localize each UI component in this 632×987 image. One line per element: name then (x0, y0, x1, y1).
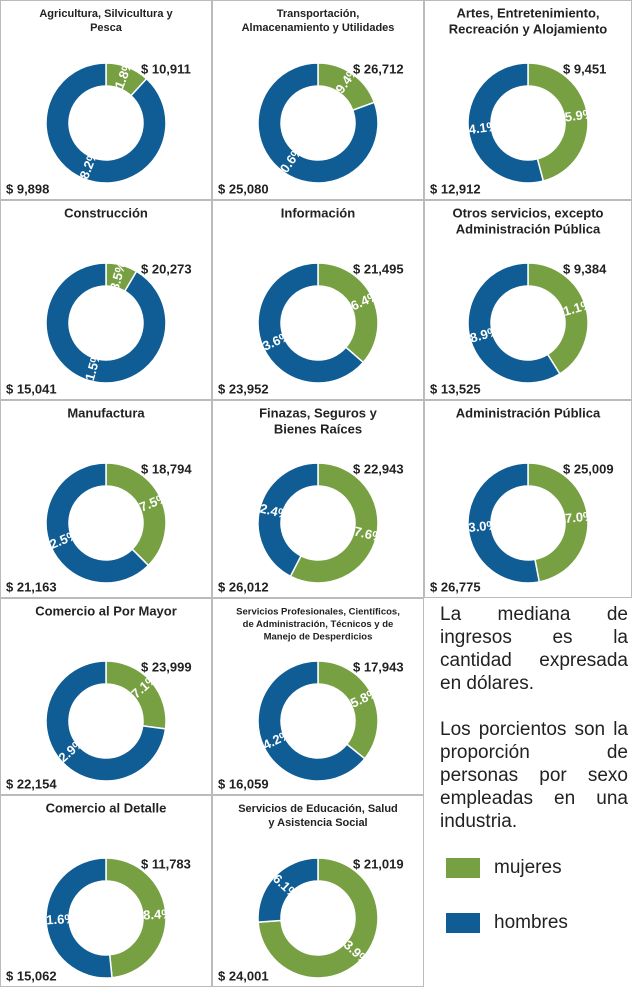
donut-segment (257, 462, 319, 578)
note: La mediana de ingresos es la cantidad ex… (440, 603, 628, 856)
income-label: $ 25,009 (563, 461, 614, 476)
donut-segment (527, 262, 589, 375)
income-label: $ 21,019 (353, 856, 404, 871)
donut-segment (105, 857, 167, 979)
donut-segment (45, 660, 167, 782)
chart-title: Otros servicios, excepto (452, 205, 603, 220)
chart-title: Comercio al Detalle (46, 800, 167, 815)
income-label: $ 21,163 (6, 579, 57, 594)
income-label: $ 9,898 (6, 181, 49, 196)
donut-segment (257, 857, 319, 923)
cell-border (0, 400, 212, 598)
chart-title: Almacenamiento y Utilidades (242, 22, 395, 34)
donut-segment (257, 660, 366, 782)
chart-title: Manejo de Desperdicios (264, 632, 373, 643)
note-text: Los porcientos son la proporción de pers… (440, 719, 628, 832)
chart-title: Bienes Raíces (274, 421, 362, 436)
income-label: $ 16,059 (218, 776, 269, 791)
donut-segment (257, 62, 379, 184)
income-label: $ 15,062 (6, 968, 57, 983)
income-label: $ 21,495 (353, 261, 404, 276)
donut-segment (45, 857, 113, 979)
percent-label: 53.0% (461, 517, 500, 535)
donut-segment (257, 262, 365, 384)
cell-border (212, 598, 424, 795)
income-label: $ 23,999 (141, 659, 192, 674)
income-label: $ 26,712 (353, 61, 404, 76)
chart-title: Finazas, Seguros y (259, 405, 378, 420)
income-label: $ 13,525 (430, 381, 481, 396)
donut-segment (467, 262, 561, 384)
income-label: $ 15,041 (6, 381, 57, 396)
income-label: $ 26,012 (218, 579, 269, 594)
percent-label: 51.6% (39, 911, 77, 928)
note-text: La mediana de ingresos es la cantidad ex… (440, 604, 628, 694)
income-label: $ 17,943 (353, 659, 404, 674)
income-label: $ 9,384 (563, 261, 607, 276)
income-label: $ 24,001 (218, 968, 269, 983)
income-label: $ 12,912 (430, 181, 481, 196)
percent-label: 48.4% (136, 906, 174, 923)
donut-segment (467, 462, 541, 584)
donut-segment (527, 462, 589, 583)
legend-label: hombres (494, 912, 568, 933)
chart-title: Recreación y Alojamiento (449, 21, 608, 36)
chart-title: Comercio al Por Mayor (35, 603, 177, 618)
income-label: $ 23,952 (218, 381, 269, 396)
income-label: $ 18,794 (141, 461, 192, 476)
legend-swatch (446, 858, 480, 878)
cell-border (0, 598, 212, 795)
income-label: $ 26,775 (430, 579, 481, 594)
chart-title: y Asistencia Social (268, 817, 367, 829)
chart-title: Manufactura (67, 405, 145, 420)
chart-title: Información (281, 205, 355, 220)
chart-title: Agricultura, Silvicultura y (39, 8, 173, 20)
cell-border (0, 200, 212, 400)
chart-title: Administración Pública (456, 221, 601, 236)
legend-swatch (446, 913, 480, 933)
chart-title: Administración Pública (456, 405, 601, 420)
income-label: $ 22,943 (353, 461, 404, 476)
donut-segment (45, 462, 150, 584)
percent-label: 47.0% (557, 508, 596, 526)
legend-label: mujeres (494, 857, 562, 878)
chart-title: de Administración, Técnicos y de (243, 619, 394, 630)
donut-segment (289, 462, 379, 584)
income-label: $ 22,154 (6, 776, 57, 791)
donut-segment (257, 857, 379, 979)
donut-segment (45, 262, 167, 384)
chart-title: Construcción (64, 205, 148, 220)
donut-segment (317, 262, 379, 364)
chart-title: Servicios Profesionales, Científicos, (236, 607, 400, 618)
income-label: $ 25,080 (218, 181, 269, 196)
cell-border (0, 0, 212, 200)
income-label: $ 10,911 (141, 61, 191, 76)
donut-segment (45, 62, 167, 184)
percent-label: 54.1% (461, 118, 500, 138)
income-label: $ 20,273 (141, 261, 192, 276)
cell-border (212, 200, 424, 400)
chart-title: Pesca (90, 22, 123, 34)
income-label: $ 11,783 (141, 856, 191, 871)
donut-segment (467, 62, 545, 184)
chart-title: Transportación, (277, 8, 360, 20)
donut-segment (527, 62, 589, 182)
income-label: $ 9,451 (563, 61, 606, 76)
chart-title: Artes, Entretenimiento, (456, 5, 599, 20)
percent-label: 45.9% (557, 106, 596, 126)
cell-border (212, 0, 424, 200)
cell-border (212, 400, 424, 598)
chart-title: Servicios de Educación, Salud (238, 803, 398, 815)
